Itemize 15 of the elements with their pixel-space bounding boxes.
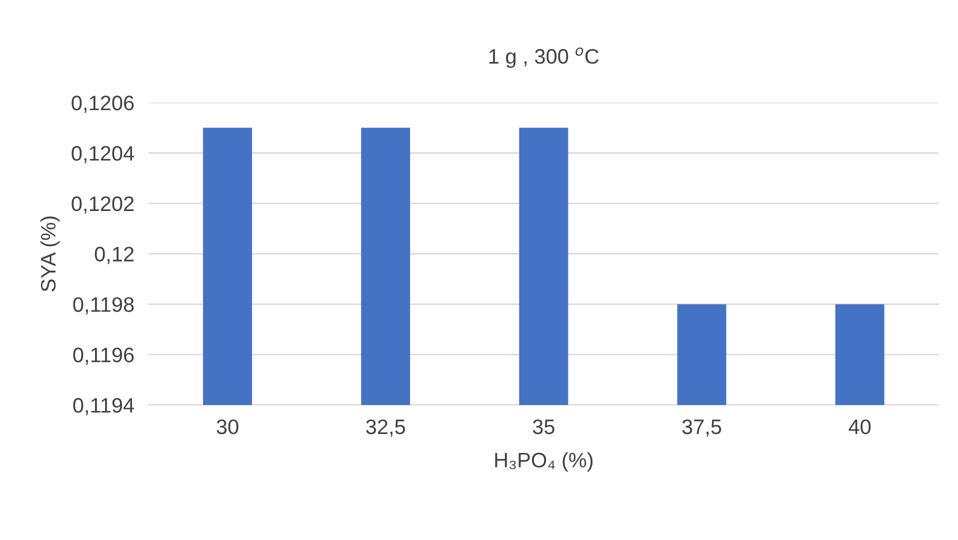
x-tick-label: 32,5 [366,419,405,437]
chart-title: 1 g , 300 $^{o}$C [489,47,599,68]
x-tick-label: 37,5 [682,419,722,437]
y-tick-label: 0,1198 [73,297,134,314]
x-tick-label: 35 [532,419,554,434]
x-tick-label: 30 [216,419,238,434]
y-tick-label: 0,1196 [73,348,134,365]
y-tick-label: 0,1206 [72,96,134,113]
y-axis-title: SYA (%) [40,216,60,292]
y-tick-label: 0,1202 [72,196,134,214]
x-tick-label: 40 [848,419,871,434]
y-tick-label: 0,12 [94,246,134,264]
y-tick-label: 0,1204 [72,146,134,164]
y-tick-label: 0,1194 [73,398,134,416]
x-axis-title: H₃PO₄ (%) [495,452,593,472]
